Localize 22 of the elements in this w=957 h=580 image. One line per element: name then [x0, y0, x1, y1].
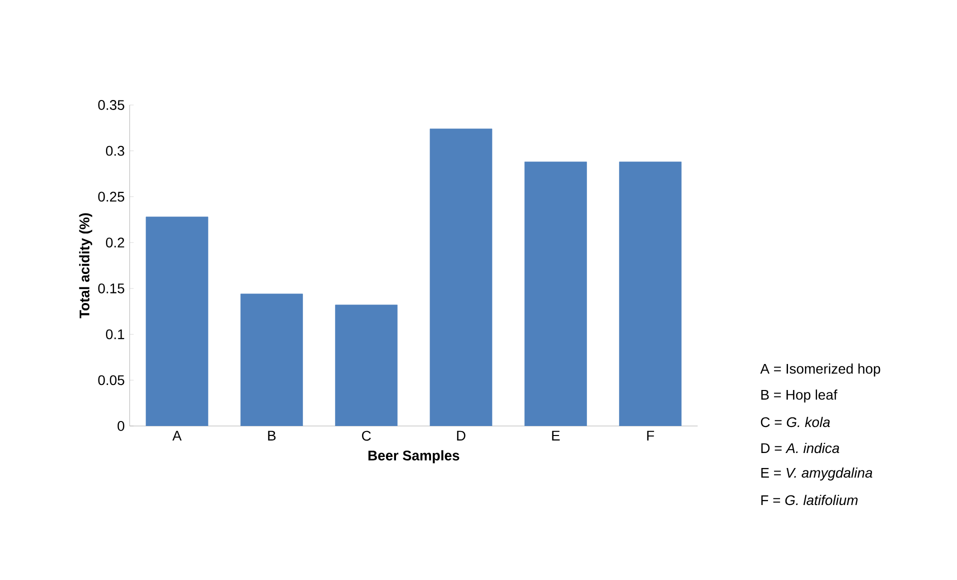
y-tick-label: 0.2: [106, 238, 124, 248]
y-axis-title: Total acidity (%): [79, 213, 92, 318]
text: D = A. indica: [761, 442, 840, 454]
text: E = V. amygdalina: [761, 467, 872, 480]
y-tick-label: 0: [118, 421, 124, 431]
text: C = G. kola: [760, 416, 830, 428]
x-tick-label: F: [647, 430, 654, 440]
y-tick-label: 0.1: [106, 329, 124, 340]
x-tick-label: E: [552, 430, 560, 440]
y-tick-label: 0.3: [106, 146, 124, 156]
y-tick-label: 0.25: [98, 192, 124, 202]
x-axis-title: Beer Samples: [368, 450, 460, 464]
x-tick-label: C: [362, 430, 371, 441]
x-tick-label: B: [268, 430, 276, 440]
x-tick-label: D: [457, 430, 466, 440]
y-tick-label: 0.35: [98, 100, 124, 110]
text: B = Hop leaf: [761, 389, 838, 402]
x-tick-label: A: [172, 430, 182, 440]
y-tick-label: 0.15: [98, 283, 124, 294]
text: A = Isomerized hop: [760, 363, 880, 376]
text: F = G. latifolium: [761, 494, 858, 506]
y-tick-label: 0.05: [98, 375, 124, 386]
